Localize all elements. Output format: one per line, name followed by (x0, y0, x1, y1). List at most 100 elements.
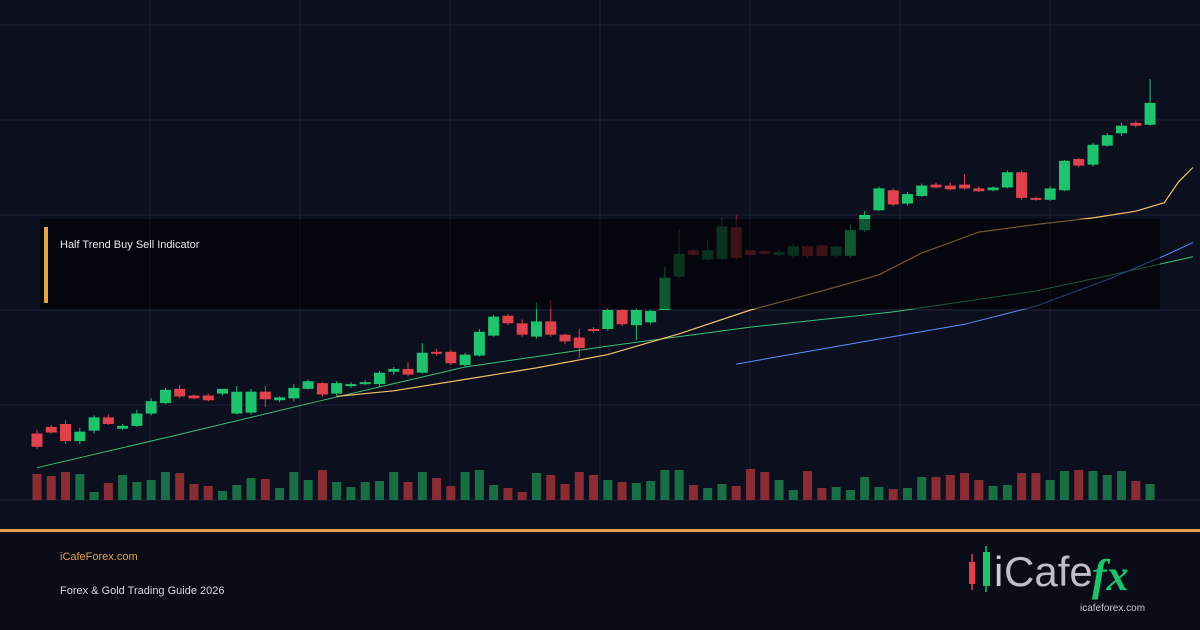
volume-bar-59 (874, 487, 884, 500)
candle-body-5 (102, 417, 114, 424)
candle-body-15 (245, 391, 257, 413)
volume-bar-22 (346, 487, 356, 500)
volume-bar-13 (218, 491, 228, 500)
volume-bar-47 (703, 488, 713, 500)
volume-bar-17 (275, 488, 285, 500)
candle-body-24 (373, 372, 385, 385)
volume-bar-30 (460, 472, 470, 500)
volume-bar-34 (517, 492, 527, 500)
volume-bar-4 (89, 492, 99, 500)
candle-body-67 (987, 187, 999, 191)
volume-bar-66 (974, 480, 984, 500)
candle-body-72 (1058, 160, 1070, 191)
volume-bar-10 (175, 473, 185, 500)
volume-bar-36 (546, 475, 556, 500)
candle-body-18 (288, 387, 300, 399)
volume-bar-9 (160, 472, 170, 500)
volume-bar-15 (246, 478, 256, 500)
volume-bar-44 (660, 470, 670, 500)
logo-site: icafeforex.com (1080, 603, 1146, 614)
volume-bar-26 (403, 482, 413, 500)
indicator-panel (40, 219, 1160, 309)
candle-body-42 (630, 310, 642, 326)
volume-bar-18 (289, 472, 299, 500)
volume-bar-38 (574, 472, 584, 500)
volume-bars (32, 469, 1155, 500)
volume-bar-77 (1131, 481, 1141, 500)
volume-bar-52 (774, 480, 784, 500)
volume-bar-20 (317, 470, 327, 500)
volume-bar-33 (503, 488, 513, 500)
candle-body-59 (873, 188, 885, 211)
volume-bar-62 (917, 477, 927, 500)
logo-fx: fx (1092, 551, 1129, 600)
volume-bar-31 (474, 470, 484, 500)
volume-bar-43 (646, 481, 656, 500)
candle-body-61 (901, 194, 913, 204)
candle-body-33 (502, 315, 514, 324)
guide-caption: Forex & Gold Trading Guide 2026 (60, 585, 225, 597)
candle-body-28 (431, 351, 443, 354)
volume-bar-5 (103, 483, 113, 500)
candle-body-3 (74, 431, 86, 442)
volume-bar-72 (1059, 471, 1069, 500)
volume-bar-35 (531, 473, 541, 500)
candle-body-35 (530, 321, 542, 337)
footer (0, 532, 1200, 630)
candle-body-76 (1116, 125, 1128, 134)
volume-bar-21 (332, 482, 342, 500)
volume-bar-45 (674, 470, 684, 500)
volume-bar-70 (1031, 473, 1041, 500)
volume-bar-65 (960, 473, 970, 500)
candle-body-17 (274, 397, 286, 401)
volume-bar-3 (75, 474, 85, 500)
volume-bar-29 (446, 486, 456, 500)
volume-bar-49 (731, 486, 741, 500)
candle-body-23 (359, 382, 371, 385)
candle-body-68 (1001, 172, 1013, 188)
volume-bar-8 (146, 480, 156, 500)
volume-bar-23 (360, 482, 370, 500)
volume-bar-75 (1102, 475, 1112, 500)
candle-body-30 (459, 354, 471, 366)
candle-body-19 (302, 381, 314, 389)
candle-body-40 (602, 310, 614, 329)
volume-bar-51 (760, 472, 770, 500)
volume-bar-50 (746, 469, 755, 500)
volume-bar-61 (902, 488, 912, 500)
candle-body-12 (202, 395, 214, 401)
moving-averages (36, 167, 1194, 469)
volume-bar-39 (589, 475, 599, 500)
site-link[interactable]: iCafeForex.com (60, 551, 138, 563)
candle-body-9 (159, 389, 171, 404)
candle-body-16 (259, 391, 271, 400)
candle-body-78 (1144, 102, 1156, 125)
candle-body-26 (402, 368, 414, 375)
candle-body-70 (1030, 197, 1042, 200)
logo-cafe: Cafe (1004, 548, 1093, 595)
candle-body-7 (131, 413, 143, 426)
volume-bar-2 (61, 472, 71, 500)
volume-bar-60 (888, 489, 898, 500)
volume-bar-71 (1045, 480, 1055, 500)
volume-bar-69 (1017, 473, 1027, 500)
candle-body-38 (573, 337, 585, 348)
candle-body-41 (616, 310, 628, 325)
candle-body-69 (1016, 172, 1028, 198)
candle-body-77 (1130, 122, 1142, 126)
candle-body-2 (60, 424, 72, 442)
candle-body-31 (473, 331, 485, 356)
volume-bar-25 (389, 472, 399, 500)
volume-bar-64 (945, 475, 955, 500)
volume-bar-53 (788, 490, 798, 500)
volume-bar-27 (417, 472, 427, 500)
volume-bar-56 (831, 487, 841, 500)
candle-body-4 (88, 417, 100, 431)
volume-bar-6 (118, 475, 128, 500)
candle-body-29 (445, 351, 457, 364)
volume-bar-24 (374, 481, 384, 500)
volume-bar-28 (432, 478, 442, 500)
volume-bar-0 (32, 474, 42, 500)
accent-bar (44, 227, 48, 303)
candle-body-43 (645, 310, 657, 323)
